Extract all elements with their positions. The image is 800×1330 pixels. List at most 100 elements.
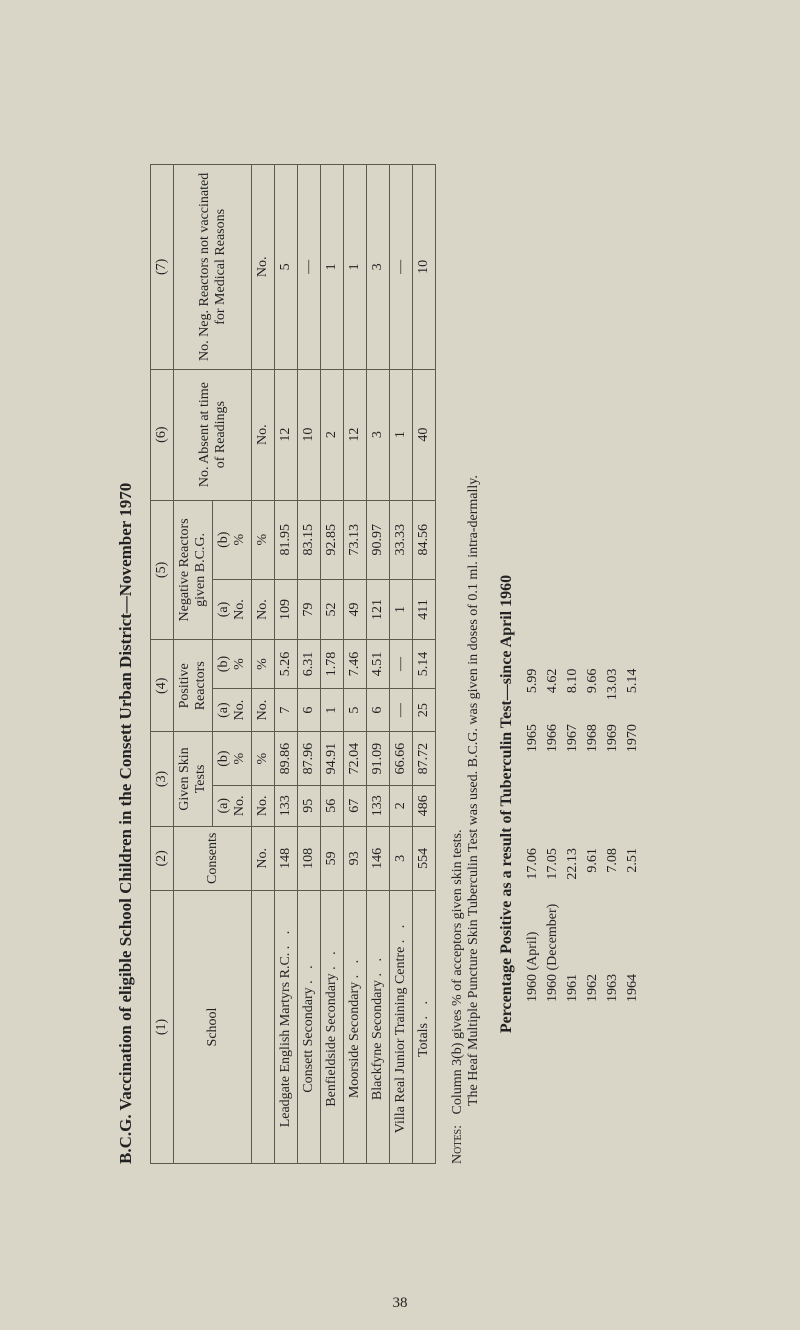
totals-label: Totals . . (413, 891, 436, 1164)
table-row: Moorside Secondary . .936772.0457.464973… (344, 165, 367, 1164)
pct-row: 19655.99 (524, 647, 542, 753)
pct-row: 19642.51 (624, 826, 642, 1002)
negreact-header: No. Neg. Reactors not vaccinated for Med… (174, 165, 252, 370)
cell: 5.26 (275, 640, 298, 689)
cell: 90.97 (367, 500, 390, 579)
col6-num: (6) (151, 369, 174, 500)
school-cell: Moorside Secondary . . (344, 891, 367, 1164)
school-cell: Blackfyne Secondary . . (367, 891, 390, 1164)
cell: 10 (298, 369, 321, 500)
sub-b: (b)% (213, 732, 252, 785)
no-label: No. (252, 165, 275, 370)
cell: 1 (390, 369, 413, 500)
totals-cell: 25 (413, 688, 436, 732)
cell: 1 (321, 688, 344, 732)
pct-row: 19705.14 (624, 647, 642, 753)
no-label: No. (252, 785, 275, 826)
pct-val: 7.08 (604, 826, 622, 880)
totals-cell: 5.14 (413, 640, 436, 689)
cell: 133 (275, 785, 298, 826)
pct-val: 9.66 (584, 647, 602, 701)
pct-val: 2.51 (624, 826, 642, 880)
pct-right-table: 19655.9919664.6219678.1019689.66196913.0… (522, 645, 644, 755)
totals-cell: 10 (413, 165, 436, 370)
pct-row: 1960 (April) 17.06 (524, 826, 542, 1002)
cell: 12 (275, 369, 298, 500)
sub-b: (b)% (213, 500, 252, 579)
cell: 3 (367, 369, 390, 500)
pct-label: % (252, 640, 275, 689)
cell: 146 (367, 826, 390, 890)
totals-cell: 84.56 (413, 500, 436, 579)
cell: 6 (367, 688, 390, 732)
cell: — (390, 165, 413, 370)
pct-tables: 1960 (April)17.061960 (December)17.05196… (522, 0, 644, 1004)
notes-label: Notes: (450, 1125, 465, 1164)
pct-year: 1966 (544, 702, 562, 752)
cell: 94.91 (321, 732, 344, 785)
pct-row: 1960 (December)17.05 (544, 826, 562, 1002)
cell: 73.13 (344, 500, 367, 579)
table-row: Benfieldside Secondary . .595694.9111.78… (321, 165, 344, 1164)
col3-num: (3) (151, 732, 174, 826)
cell: 6 (298, 688, 321, 732)
consents-header: Consents (174, 826, 252, 890)
pct-val: 17.05 (544, 826, 562, 880)
note-1: Column 3(b) gives % of acceptors given s… (450, 829, 465, 1114)
given-header: Given Skin Tests (174, 732, 213, 826)
cell: 89.86 (275, 732, 298, 785)
pct-row: 19689.66 (584, 647, 602, 753)
cell: 6.31 (298, 640, 321, 689)
cell: 33.33 (390, 500, 413, 579)
pct-val: 5.99 (524, 647, 542, 701)
absent-header: No. Absent at time of Readings (174, 369, 252, 500)
pct-row: 196122.13 (564, 826, 582, 1002)
pct-row: 19637.08 (604, 826, 622, 1002)
totals-cell: 411 (413, 579, 436, 639)
table-row: Leadgate English Martyrs R.C. . .1481338… (275, 165, 298, 1164)
pct-val: 5.14 (624, 647, 642, 701)
cell: 121 (367, 579, 390, 639)
school-cell: Consett Secondary . . (298, 891, 321, 1164)
cell: 5 (275, 165, 298, 370)
cell: 83.15 (298, 500, 321, 579)
cell: 79 (298, 579, 321, 639)
cell: 148 (275, 826, 298, 890)
pct-year: 1965 (524, 702, 542, 752)
cell: 56 (321, 785, 344, 826)
cell: — (390, 688, 413, 732)
pct-val: 22.13 (564, 826, 582, 880)
neg-header: Negative Reactors given B.C.G. (174, 500, 213, 640)
col2-num: (2) (151, 826, 174, 890)
pct-left-table: 1960 (April)17.061960 (December)17.05196… (522, 824, 644, 1004)
pct-val: 8.10 (564, 647, 582, 701)
page-title: B.C.G. Vaccination of eligible School Ch… (116, 0, 136, 1164)
no-label: No. (252, 826, 275, 890)
pct-title: Percentage Positive as a result of Tuber… (498, 444, 516, 1164)
notes-block: Notes: Column 3(b) gives % of acceptors … (450, 0, 482, 1164)
pct-val: 4.62 (544, 647, 562, 701)
school-cell: Benfieldside Secondary . . (321, 891, 344, 1164)
blank (252, 891, 275, 1164)
pct-year: 1968 (584, 702, 602, 752)
cell: 49 (344, 579, 367, 639)
main-table: (1) (2) (3) (4) (5) (6) (7) School Conse… (150, 164, 436, 1164)
cell: 2 (321, 369, 344, 500)
cell: 52 (321, 579, 344, 639)
pct-val: 17.06 (524, 826, 542, 880)
cell: 87.96 (298, 732, 321, 785)
pct-year: 1969 (604, 702, 622, 752)
table-row: Blackfyne Secondary . .14613391.0964.511… (367, 165, 390, 1164)
cell: 109 (275, 579, 298, 639)
sub-a: (a)No. (213, 785, 252, 826)
pct-label: % (252, 732, 275, 785)
pct-year: 1962 (584, 882, 602, 1002)
cell: 91.09 (367, 732, 390, 785)
cell: 59 (321, 826, 344, 890)
pct-year: 1967 (564, 702, 582, 752)
col4-num: (4) (151, 640, 174, 732)
col1-num: (1) (151, 891, 174, 1164)
pct-year: 1960 (April) (524, 882, 542, 1002)
pct-year: 1970 (624, 702, 642, 752)
pct-val: 13.03 (604, 647, 622, 701)
